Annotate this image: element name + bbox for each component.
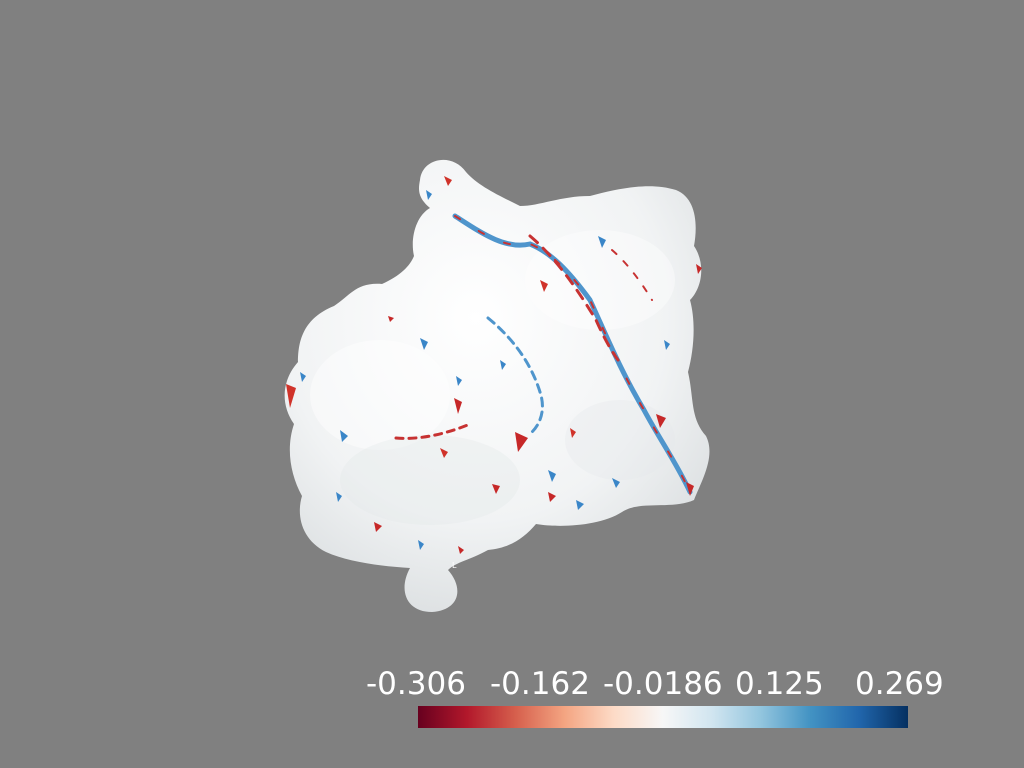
scalar-bar-tick-label: -0.0186 bbox=[603, 666, 723, 702]
surface-ridges bbox=[394, 213, 693, 495]
surface-blob bbox=[284, 159, 710, 612]
curvature-speckles bbox=[286, 176, 702, 554]
scalar-bar-tick-label: 0.269 bbox=[855, 666, 944, 702]
scalar-bar-tick-label: 0.125 bbox=[735, 666, 824, 702]
scalar-bar-tick-label: -0.306 bbox=[366, 666, 466, 702]
object-label-glyph: L bbox=[452, 561, 457, 570]
scalar-bar-gradient bbox=[418, 706, 908, 728]
scalar-bar-tick-label: -0.162 bbox=[490, 666, 590, 702]
